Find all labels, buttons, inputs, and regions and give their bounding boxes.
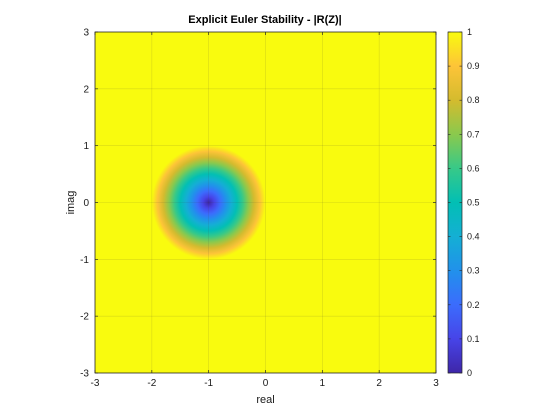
- y-tick-label: 1: [83, 141, 89, 152]
- x-tick-label: -3: [91, 378, 100, 389]
- x-tick-label: 2: [376, 378, 382, 389]
- colorbar-tick-label: 0.6: [467, 163, 480, 173]
- plot-area: -3 -2 -1 0 1 2 3 3 2 1 0 -1 -2 -3: [80, 28, 439, 390]
- y-tick-label: 2: [83, 84, 89, 95]
- chart-title: Explicit Euler Stability - |R(Z)|: [188, 14, 341, 26]
- y-tick-label: 0: [83, 198, 89, 209]
- x-tick-label: 1: [320, 378, 326, 389]
- colorbar-tick-label: 0: [467, 368, 472, 378]
- colorbar-tick-label: 1: [467, 27, 472, 37]
- y-tick-label: -2: [80, 312, 89, 323]
- colorbar-tick-label: 0.4: [467, 232, 480, 242]
- colorbar-tick-label: 0.5: [467, 198, 480, 208]
- x-axis-label: real: [256, 394, 274, 406]
- colorbar-tick-label: 0.8: [467, 95, 480, 105]
- y-tick-label: -1: [80, 255, 89, 266]
- x-tick-label: 0: [263, 378, 269, 389]
- colorbar-tick-label: 0.9: [467, 61, 480, 71]
- x-tick-label: -1: [204, 378, 213, 389]
- colorbar: 1 0.9 0.8 0.7 0.6 0.5 0.4 0.3 0.2 0.1 0: [448, 27, 480, 378]
- y-tick-label: -3: [80, 369, 89, 380]
- x-tick-label: 3: [433, 378, 439, 389]
- y-axis-label: imag: [65, 191, 77, 215]
- colorbar-tick-label: 0.2: [467, 300, 480, 310]
- x-tick-label: -2: [147, 378, 156, 389]
- colorbar-tick-label: 0.7: [467, 129, 480, 139]
- y-tick-label: 3: [83, 28, 89, 39]
- colorbar-tick-label: 0.3: [467, 266, 480, 276]
- colorbar-tick-label: 0.1: [467, 334, 480, 344]
